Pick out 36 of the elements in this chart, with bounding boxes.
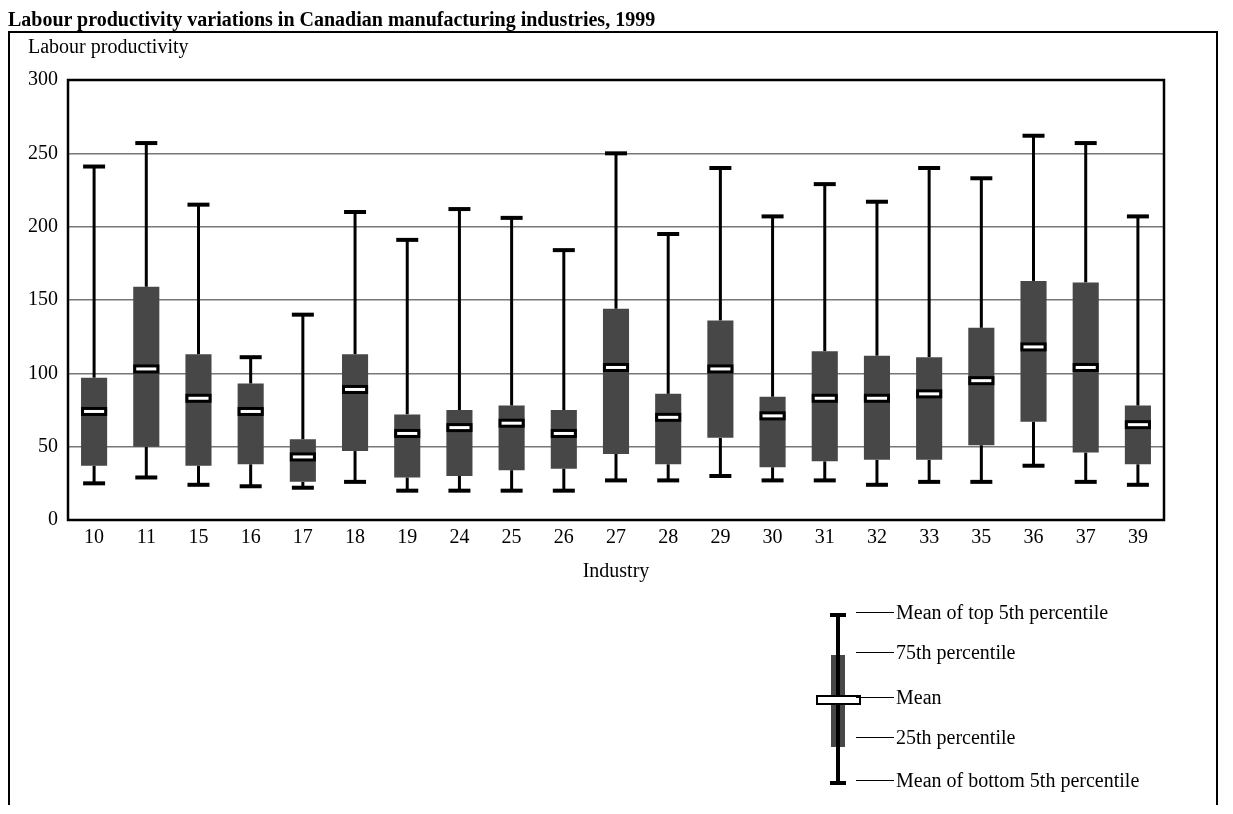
chart-title: Labour productivity variations in Canadian manufacturing industries, 1999	[8, 8, 657, 31]
text: Mean	[896, 686, 942, 709]
x-tick-label: 18	[345, 525, 366, 548]
text: 75th percentile	[896, 641, 1016, 664]
x-tick-label: 28	[658, 525, 679, 548]
y-tick-label: 250	[28, 140, 58, 163]
x-tick-label: 32	[866, 525, 887, 548]
text: 25th percentile	[896, 726, 1016, 749]
x-tick-label: 15	[188, 525, 209, 548]
x-tick-label: 30	[762, 525, 783, 548]
x-tick-label: 11	[136, 525, 156, 548]
y-tick-label: 100	[28, 360, 58, 383]
x-tick-label: 25	[501, 525, 522, 548]
y-axis-title: Labour productivity	[28, 35, 190, 58]
y-tick-label: 300	[28, 67, 58, 90]
x-tick-label: 24	[449, 525, 470, 548]
x-axis-title: Industry	[582, 559, 650, 583]
x-tick-label: 16	[240, 525, 261, 548]
x-tick-label: 31	[814, 525, 835, 548]
y-tick-label: 200	[28, 213, 58, 236]
x-tick-label: 33	[919, 525, 940, 548]
text: Mean of bottom 5th percentile	[896, 769, 1140, 792]
x-tick-label: 26	[553, 525, 574, 548]
x-tick-label: 19	[397, 525, 418, 548]
y-tick-label: 50	[38, 433, 58, 456]
text: Mean of top 5th percentile	[896, 601, 1109, 624]
x-tick-label: 29	[710, 525, 731, 548]
x-tick-label: 39	[1127, 525, 1148, 548]
x-tick-label: 10	[84, 525, 105, 548]
x-tick-label: 17	[292, 525, 313, 548]
y-tick-label: 150	[28, 287, 58, 310]
x-tick-label: 36	[1023, 525, 1044, 548]
x-tick-label: 35	[971, 525, 992, 548]
x-tick-label: 27	[606, 525, 626, 548]
y-tick-label: 0	[48, 507, 58, 530]
x-tick-label: 37	[1075, 525, 1096, 548]
